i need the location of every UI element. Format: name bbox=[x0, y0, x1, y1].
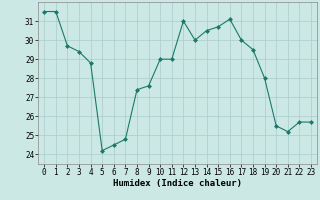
X-axis label: Humidex (Indice chaleur): Humidex (Indice chaleur) bbox=[113, 179, 242, 188]
